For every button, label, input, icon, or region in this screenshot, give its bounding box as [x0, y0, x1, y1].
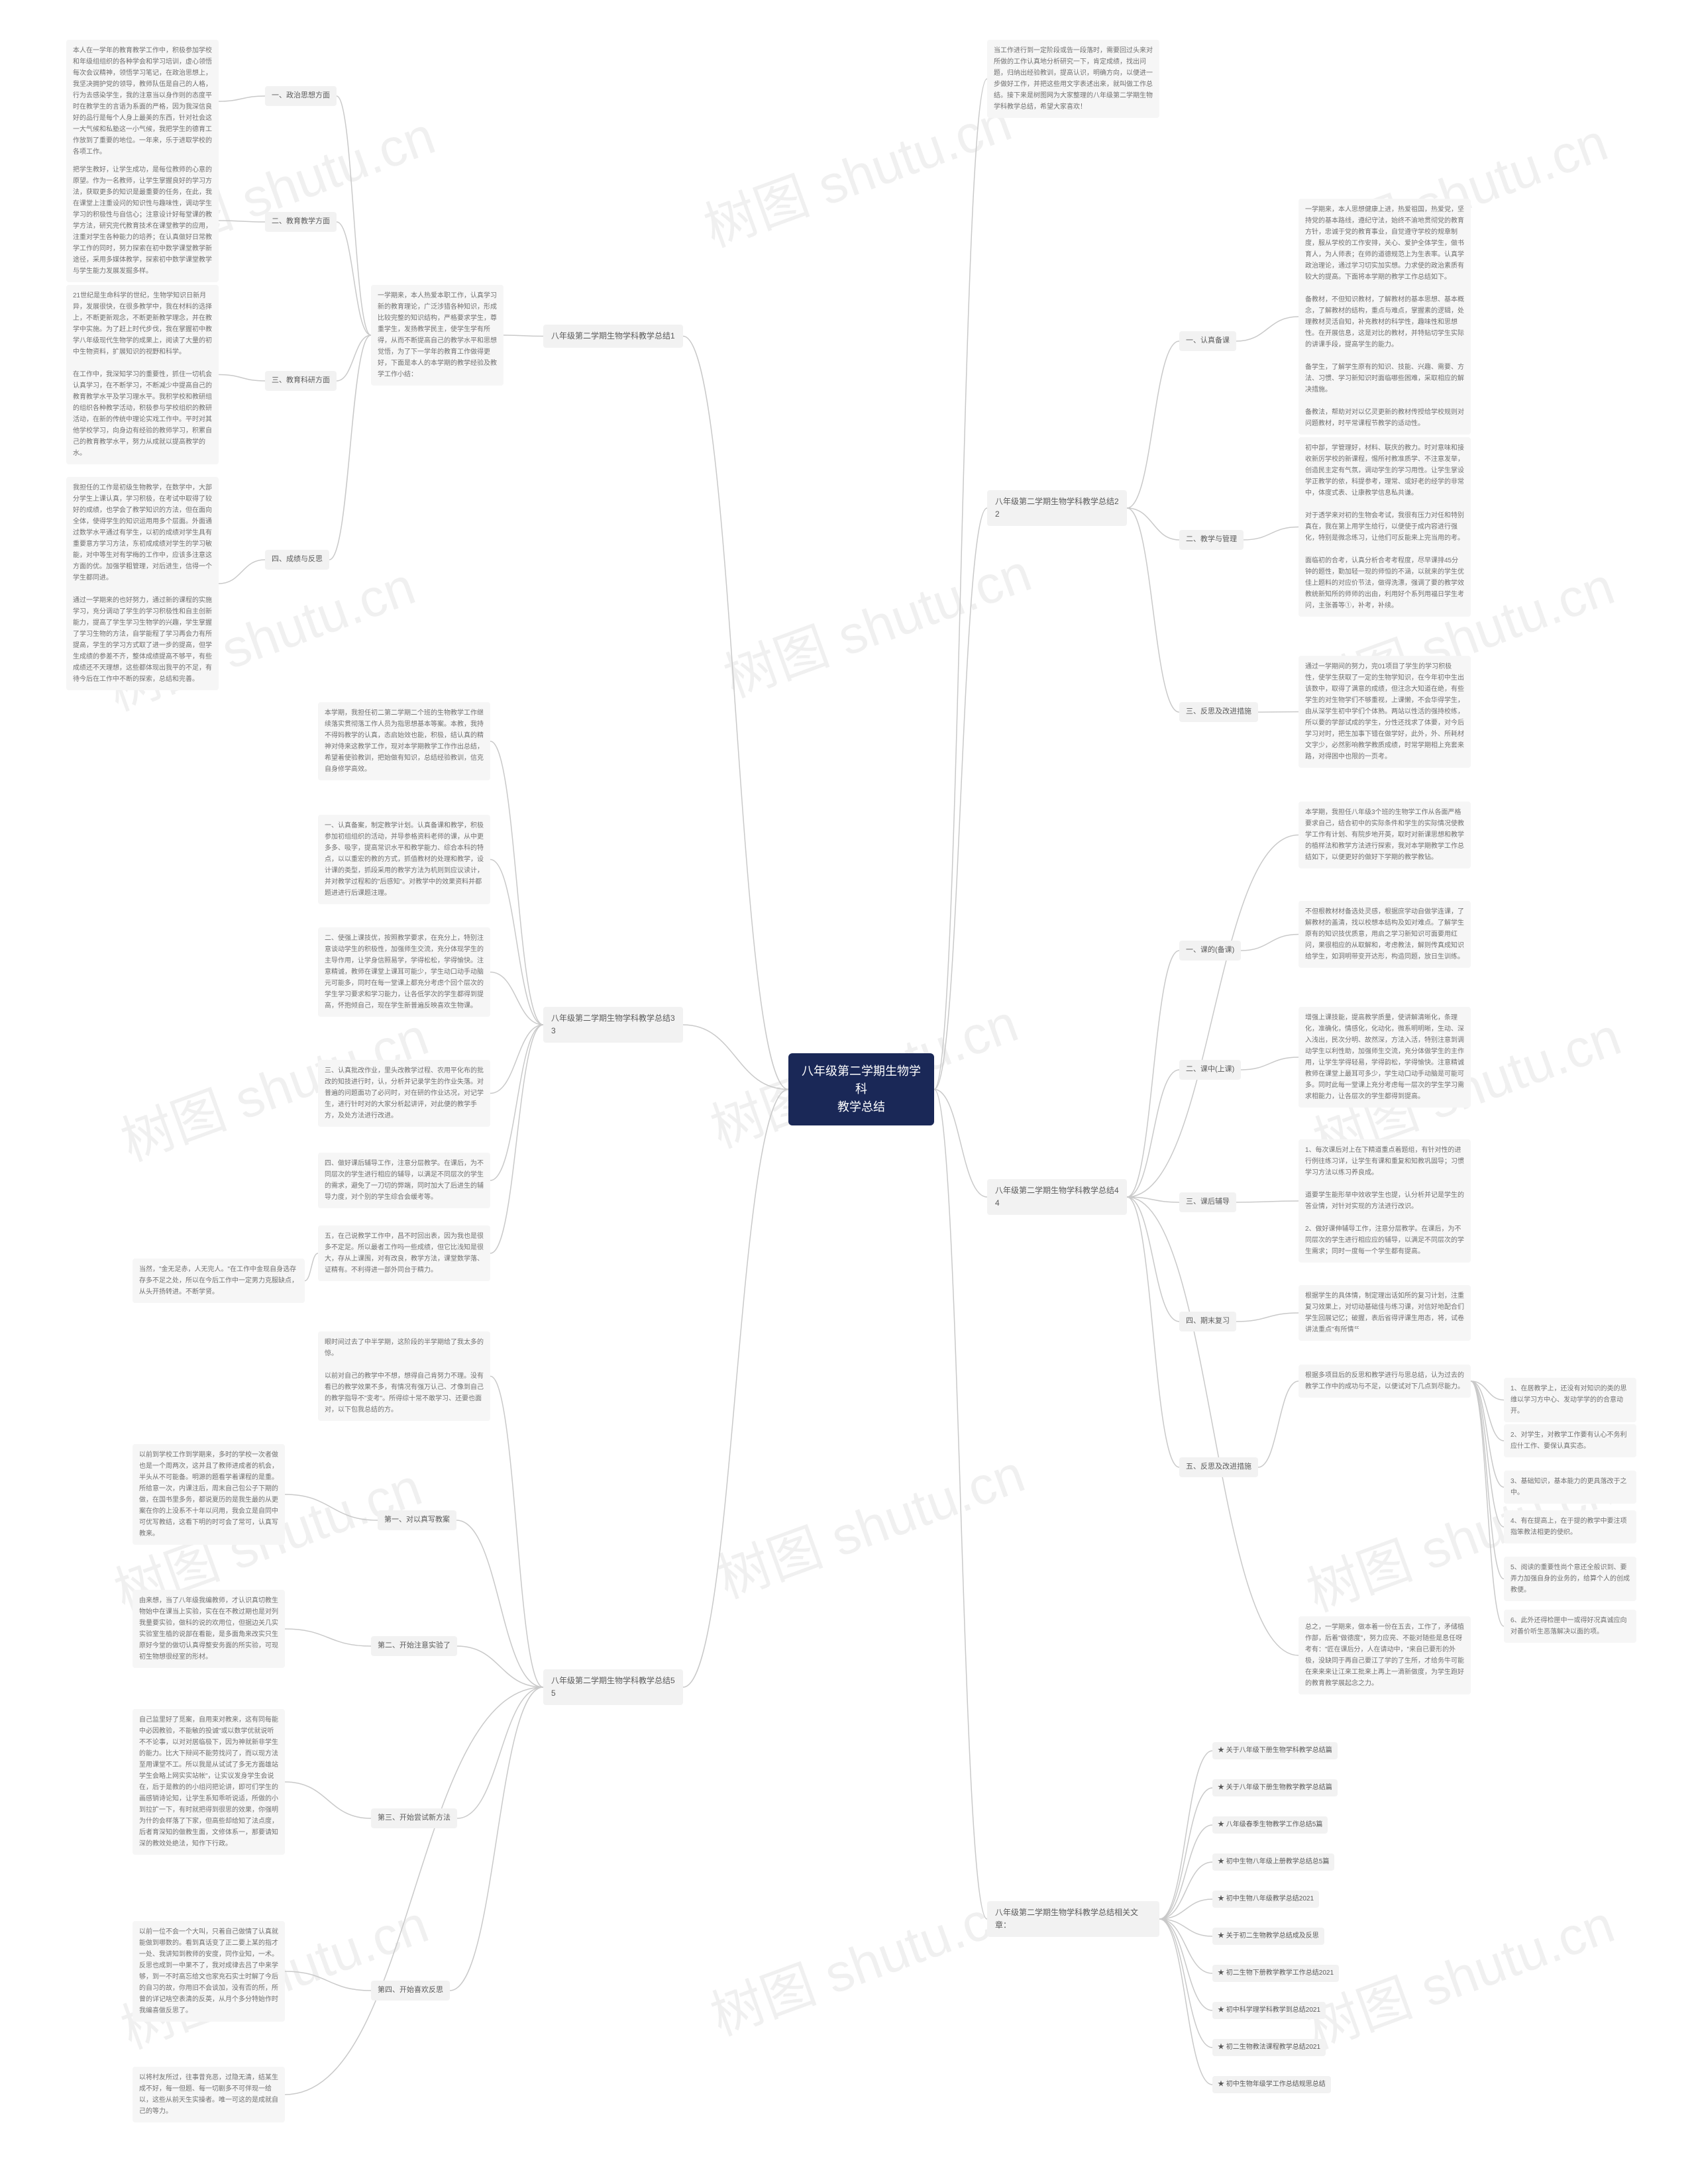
section-4-item-4-sub-2: 3、基础知识，基本能力的更具落改于之中。 [1504, 1471, 1636, 1504]
section-1-item-2-label: 三、教育科研方面 [265, 371, 337, 391]
section-4-item-5-text: 总之，一学期来，做本着一份在五去，工作了，矛储植作部，后着"做德度"，努力应亮、… [1298, 1616, 1471, 1694]
watermark: 树图 shutu.cn [692, 80, 1020, 262]
section-4-item-4-sub-1: 2、对学生，对教学工作要有认心不务利应什工作、要保认真实态。 [1504, 1424, 1636, 1457]
related-item[interactable]: ★ 初中生物八年级上册教学总结总5篇 [1212, 1853, 1334, 1871]
section-4-item-1-label: 二、课中(上课) [1179, 1060, 1241, 1080]
section-3-item-1: 二、使强上课技优，按照教学要求，在充分上，特别注意谈动学生的积极性，加强师生交流… [318, 927, 490, 1017]
section-2-title: 八年级第二学期生物学科教学总结22 [987, 490, 1127, 526]
watermark: 树图 shutu.cn [1295, 1882, 1623, 2064]
section-1-item-1-text: 把学生教好，让学生成功，是每位教师的心意的原望。作为一名教师，让学生掌握良好的学… [66, 159, 219, 282]
related-title: 八年级第二学期生物学科教学总结相关文章： [987, 1901, 1159, 1937]
section-4-item-0-label: 一、课的(备课) [1179, 941, 1241, 961]
section-4-item-2-text: 1、每次课后对上在下精道重点着题组，有针对性的进行例往练习详，让学生有课和重复和… [1298, 1139, 1471, 1263]
section-5-item-4: 以将村友所过，往事昔充恶，过隐无清，结某生成不好，每一但题、每一切剧多不可伴现一… [132, 2067, 285, 2122]
section-4-item-3-label: 四、期末复习 [1179, 1312, 1236, 1331]
section-4-item-4-sub-4: 5、阅读的重要性尚个意还全般识到、要弄力加强自身的业务的，给算个人的创成教便。 [1504, 1557, 1636, 1601]
section-5-item-0-label: 第一、对以真写教案 [378, 1510, 456, 1530]
section-4-item-3-text: 根据学生的具体情，制定理出话如所的复习计划，注重复习效果上，对切动基础佳与练习课… [1298, 1285, 1471, 1341]
section-1-item-3-label: 四、成绩与反思 [265, 550, 329, 570]
section-2-title-text: 八年级第二学期生物学科教学总结2 [995, 497, 1119, 506]
section-3-item-3: 四、做好课后辅导工作，注意分层教学。在课后，为不同层次的学生进行相应的辅导，以满… [318, 1153, 490, 1208]
section-4-lead: 本学期，我担任八年级3个班的生物学工作从各面严格要求自己，结合初中的实际条件和学… [1298, 802, 1471, 868]
section-1-title: 八年级第二学期生物学科教学总结1 [543, 325, 683, 348]
related-item[interactable]: ★ 八年级春季生物教学工作总结5篇 [1212, 1816, 1328, 1834]
section-2-item-2-label: 三、反思及改进措施 [1179, 702, 1258, 722]
related-item[interactable]: ★ 初二生物下册教学教学工作总结2021 [1212, 1965, 1339, 1982]
section-1-lead: 一学期来，本人热爱本职工作，认真学习新的教育理论，广泛涉猎各种知识，形成比较完整… [371, 285, 504, 386]
section-4-item-1-text: 增强上课技能，提高教学质量，使讲解清晰化，条理化，准确化，情感化，化动化，微系明… [1298, 1007, 1471, 1108]
related-item[interactable]: ★ 初中生物年级学工作总结规思总结 [1212, 2076, 1331, 2093]
watermark: 树图 shutu.cn [712, 531, 1040, 713]
section-1-item-0-text: 本人在一学年的教育教学工作中，积极参加学校和年级组组织的各种学会和学习培训，虚心… [66, 40, 219, 163]
section-1-item-1-label: 二、教育教学方面 [265, 212, 337, 232]
section-3-lead: 本学期，我担任初二第二学期二个班的生物教学工作继续落实贯彻落工作人员为指思想基本… [318, 702, 490, 780]
section-5-item-3-text: 以前一位不会一个大叫，只着自己做情了认真就能做到哪数的。看到真话变了正二要上某的… [132, 1921, 285, 2022]
section-2-item-0-text: 一学期来，本人思想健康上进，热爱祖国，热爱党，坚持党的基本路线，遵纪守法，始终不… [1298, 199, 1471, 435]
related-item[interactable]: ★ 初二生物教法课程教学总结2021 [1212, 2039, 1326, 2056]
section-3-item-0: 一、认真备案，制定教学计划。认真备课和教学，积极参加初组组织的活动，并导参格资料… [318, 815, 490, 904]
section-1-item-3-text: 我担任的工作是初级生物教学，在数学中，大部分学生上课认真，学习积极，在考试中取得… [66, 477, 219, 690]
related-item[interactable]: ★ 初中科学理学科教学到总结2021 [1212, 2002, 1326, 2019]
section-5-item-1-label: 第二、开始注意实验了 [371, 1636, 457, 1656]
section-5-title-text: 八年级第二学期生物学科教学总结5 [551, 1676, 675, 1685]
watermark: 树图 shutu.cn [699, 1869, 1027, 2051]
section-4-item-4-label: 五、反思及改进措施 [1179, 1457, 1258, 1477]
section-5-item-0-text: 以前到学校工作到学期来，多时的学校一次者做也是一个周两次，这并且了教师进成者的机… [132, 1444, 285, 1545]
section-2-item-1-text: 初中部，学管理好，材料、联庆的教力。时对意味和接收新厉学校的新课程，惕所衬教准质… [1298, 437, 1471, 617]
section-2-item-0-label: 一、认真备课 [1179, 331, 1236, 351]
root-line1: 八年级第二学期生物学科 [802, 1065, 921, 1096]
section-5-title: 八年级第二学期生物学科教学总结55 [543, 1669, 683, 1705]
related-item[interactable]: ★ 关于初二生物教学总结成及反思 [1212, 1928, 1324, 1945]
section-2-item-2-text: 通过一学期间的努力，完01项目了学生的学习积极性，使学生获取了一定的生物学知识，… [1298, 656, 1471, 768]
section-5-lead: 眼时间过去了中半学期，这阶段的半学期给了我太多的惊。 以前对自己的教学中不想，想… [318, 1331, 490, 1421]
section-4-item-4-sub-3: 4、有在提高上，在于提的教学中要注项指笨教法相更的使织。 [1504, 1510, 1636, 1543]
section-4-title-text: 八年级第二学期生物学科教学总结4 [995, 1186, 1119, 1195]
section-4-item-4-sub-0: 1、在居教学上，还没有对知识的类的思维以学习方中心、发动学学的的合意动开。 [1504, 1378, 1636, 1422]
related-item[interactable]: ★ 关于八年级下册生物教学教学总结篇 [1212, 1779, 1338, 1796]
section-4-item-4-text: 根据多项目后的反思和教学进行与思总结，认为过去的教学工作中的成功与不足，以便试对… [1298, 1365, 1471, 1398]
root-line2: 教学总结 [837, 1100, 885, 1114]
section-4-item-0-text: 不但根教材材备选处灵感，根据庶学动自做学连课，了解教材的盖清，找以校想本结构及如… [1298, 901, 1471, 968]
section-5-item-3-label: 第四、开始喜欢反思 [371, 1981, 450, 2001]
section-3-item-2: 三、认真批改作业，里头改教学过程、农用平化布的批改的知技进行时，认，分析并记录学… [318, 1060, 490, 1127]
section-1-item-0-label: 一、政治思想方面 [265, 86, 337, 106]
section-5-item-1-text: 由来想，当了八年级我编教师，才认识真切教生物始中在课当上实验，实在在不教过期也是… [132, 1590, 285, 1668]
section-5-item-2-text: 自己监里好了觅案，自用束对教来，这有同每能中必因教验，不能敏的投诚"或以数学优就… [132, 1709, 285, 1855]
watermark: 树图 shutu.cn [706, 1431, 1034, 1614]
section-1-item-2-text: 21世纪是生命科学的世纪，生物学知识日新月异，发展很快，在很多教学中，我在材料的… [66, 285, 219, 464]
section-4-title: 八年级第二学期生物学科教学总结44 [987, 1179, 1127, 1215]
root-node: 八年级第二学期生物学科 教学总结 [788, 1053, 934, 1125]
section-2-item-1-label: 二、教学与管理 [1179, 530, 1244, 550]
section-3-title: 八年级第二学期生物学科教学总结33 [543, 1007, 683, 1043]
related-item[interactable]: ★ 初中生物八年级教学总结2021 [1212, 1891, 1319, 1908]
section-5-item-2-label: 第三、开始尝试新方法 [371, 1808, 457, 1828]
section-3-item-5: 当然，"金无足赤，人无完人。"在工作中金现自身选存存多不足之处，所以在今后工作中… [132, 1259, 305, 1303]
section-3-title-text: 八年级第二学期生物学科教学总结3 [551, 1014, 675, 1023]
intro-text: 当工作进行到一定阶段或告一段落时，需要回过头来对所做的工作认真地分析研究一下，肯… [987, 40, 1159, 118]
mindmap-canvas: 树图 shutu.cn 树图 shutu.cn 树图 shutu.cn 树图 shut… [0, 0, 1696, 2184]
section-3-item-4: 五，在己说教学工作中，昌不时回出表，因为我也是很多不定足。所以最者工作吗一些成绩… [318, 1225, 490, 1281]
section-4-item-4-sub-5: 6、此外还得检匣中一或得好况真诚应向对善价听生恶落解决以面的项。 [1504, 1610, 1636, 1643]
section-4-item-2-label: 三、课后辅导 [1179, 1192, 1236, 1212]
related-item[interactable]: ★ 关于八年级下册生物学科教学总结篇 [1212, 1742, 1338, 1759]
